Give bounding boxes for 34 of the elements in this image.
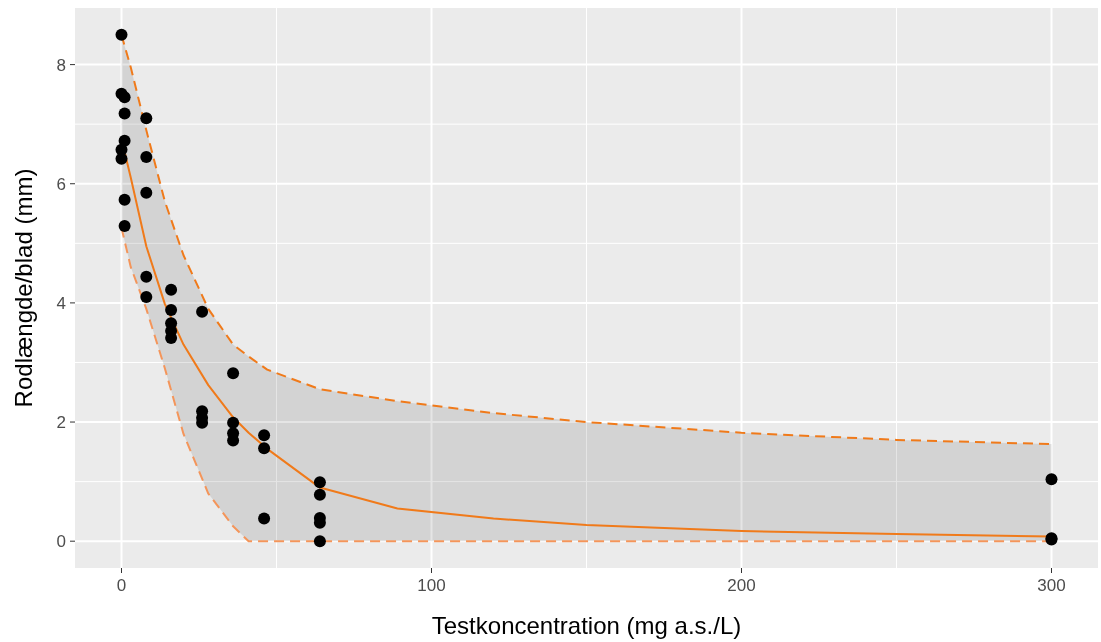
y-tick-label: 2: [56, 412, 66, 432]
x-tick-label: 300: [1037, 576, 1066, 595]
y-tick-label: 4: [56, 293, 66, 313]
point: [165, 283, 178, 296]
y-tick-label: 0: [56, 532, 66, 552]
point: [140, 290, 153, 303]
x-axis-title: Testkoncentration (mg a.s./L): [431, 612, 742, 639]
point: [140, 186, 153, 199]
point: [140, 270, 153, 283]
point: [118, 107, 131, 120]
point: [313, 488, 326, 501]
point: [313, 476, 326, 489]
point: [140, 112, 153, 125]
y-axis-title: Rodlængde/blad (mm): [10, 168, 37, 408]
point: [258, 429, 271, 442]
point: [118, 220, 131, 233]
point: [227, 416, 240, 429]
point: [258, 512, 271, 525]
point: [118, 91, 131, 104]
point: [115, 28, 128, 41]
point: [313, 535, 326, 548]
y-tick-label: 8: [56, 55, 66, 75]
x-tick-label: 200: [727, 576, 756, 595]
point: [196, 305, 209, 318]
x-tick-label: 100: [417, 576, 446, 595]
point: [258, 442, 271, 455]
point: [1045, 473, 1058, 486]
point: [118, 134, 131, 147]
point: [227, 367, 240, 380]
point: [118, 193, 131, 206]
point: [165, 304, 178, 317]
point: [140, 150, 153, 163]
y-tick-label: 6: [56, 174, 66, 194]
x-tick-label: 0: [116, 576, 127, 595]
